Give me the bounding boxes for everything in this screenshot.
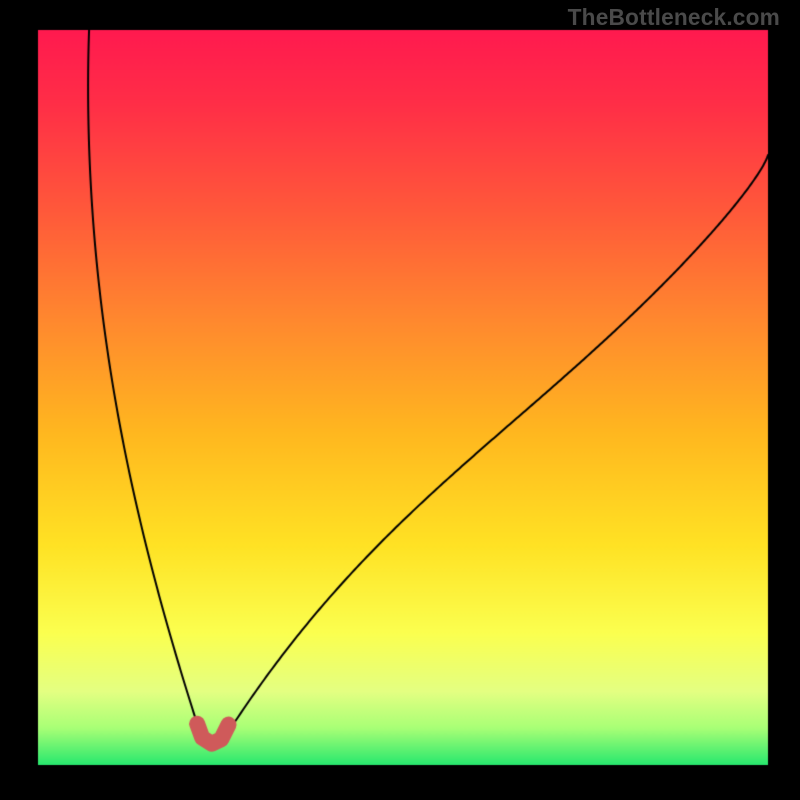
chart-stage: TheBottleneck.com bbox=[0, 0, 800, 800]
bottleneck-chart-canvas bbox=[0, 0, 800, 800]
watermark-text: TheBottleneck.com bbox=[568, 4, 780, 31]
